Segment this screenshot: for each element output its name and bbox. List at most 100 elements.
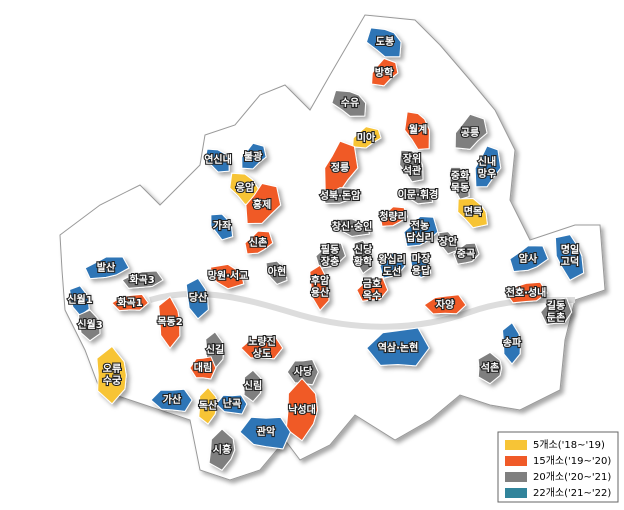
district-area: [404, 111, 430, 150]
district-area: [286, 358, 319, 386]
district-area: [111, 293, 149, 312]
district-area: [403, 215, 439, 247]
district-label: 상도: [253, 347, 271, 360]
district-area: [509, 245, 549, 273]
district-area: [158, 296, 181, 350]
district-label: 암사: [519, 252, 538, 265]
district-label: 답십리: [406, 231, 434, 244]
district-label: 연신내: [204, 153, 232, 166]
district-label: 불광: [244, 151, 263, 163]
district-label: 정릉: [331, 161, 349, 174]
district-area: [371, 57, 399, 87]
district-area: [309, 264, 330, 312]
district-label: 홍제: [253, 198, 271, 211]
legend-swatch: [505, 472, 527, 482]
district-area: [423, 294, 467, 315]
districts: [69, 27, 585, 471]
district-label: 장위: [403, 152, 421, 165]
district-label: 신당: [354, 243, 373, 256]
district-label: 응암: [236, 182, 255, 194]
legend-label: 5개소('18~'19): [533, 439, 605, 451]
district-area: [352, 126, 382, 149]
district-label: 당산: [189, 291, 208, 304]
district-label: 옥수: [363, 290, 381, 302]
district-label: 길동: [547, 299, 565, 312]
district-area: [209, 263, 245, 290]
district-area: [332, 218, 371, 237]
district-area: [474, 145, 502, 188]
district-label: 청량리: [379, 210, 407, 223]
legend-swatch: [505, 488, 527, 498]
district-area: [215, 394, 248, 415]
district-label: 석촌: [481, 361, 499, 374]
district-label: 성북·돈암: [320, 189, 361, 202]
district-label: 장충: [321, 255, 339, 268]
district-area: [331, 89, 367, 117]
district-area: [208, 428, 236, 471]
district-area: [96, 345, 127, 405]
district-label: 자양: [436, 298, 455, 311]
district-label: 전농: [411, 219, 429, 232]
district-area: [356, 277, 389, 302]
legend: 5개소('18~'19) 15개소('19~'20) 20개소('20~'21) 22…: [497, 431, 619, 503]
district-label: 석관: [403, 164, 422, 177]
district-label: 명일: [561, 243, 579, 256]
district-label: 금호: [363, 277, 381, 290]
district-label: 공릉: [461, 127, 479, 139]
district-area: [365, 27, 402, 58]
district-area: [265, 260, 288, 285]
legend-label: 20개소('20~'21): [533, 471, 611, 483]
district-area: [77, 309, 101, 342]
district-label: 도선: [383, 265, 401, 278]
district-label: 필동: [321, 243, 339, 256]
district-label: 도봉: [376, 36, 394, 48]
district-label: 미아: [357, 131, 376, 144]
district-label: 중곡: [457, 248, 475, 260]
district-area: [379, 206, 409, 227]
district-label: 발산: [97, 261, 116, 274]
district-label: 노량진: [248, 335, 276, 348]
legend-swatch: [505, 456, 527, 466]
district-area: [189, 356, 217, 380]
district-label: 신길: [206, 343, 224, 356]
district-label: 관악: [257, 425, 276, 438]
district-label: 후암: [311, 274, 330, 287]
legend-label: 15개소('19~'20): [533, 455, 611, 467]
district-label: 창신·숭인: [332, 220, 373, 233]
district-label: 중화: [451, 170, 470, 182]
district-area: [438, 231, 458, 255]
district-label: 오류: [103, 363, 121, 375]
district-label: 천호·성내: [506, 286, 547, 299]
district-label: 묵동: [451, 182, 469, 194]
district-area: [540, 297, 573, 326]
district-area: [457, 197, 488, 229]
district-area: [185, 277, 209, 320]
district-area: [243, 369, 263, 403]
district-area: [322, 187, 360, 204]
district-label: 방학: [375, 66, 394, 79]
district-label: 수유: [341, 97, 359, 109]
district-label: 장안: [439, 235, 458, 248]
district-label: 아현: [268, 265, 286, 278]
district-label: 사당: [294, 365, 313, 378]
district-label: 화곡3: [129, 274, 154, 286]
district-area: [204, 148, 230, 173]
district-area: [324, 140, 359, 192]
district-area: [366, 327, 430, 367]
district-label: 신월1: [67, 293, 92, 306]
district-label: 낙성대: [288, 403, 316, 416]
district-area: [121, 270, 164, 289]
district-area: [210, 213, 234, 241]
district-area: [239, 416, 291, 450]
district-area: [477, 351, 503, 385]
district-label: 수궁: [103, 375, 121, 387]
district-label: 신촌: [249, 236, 267, 249]
district-area: [554, 234, 585, 281]
district-label: 고덕: [561, 255, 579, 268]
district-label: 용산: [311, 286, 330, 299]
district-area: [399, 149, 424, 183]
district-area: [315, 242, 346, 269]
district-area: [244, 230, 274, 255]
